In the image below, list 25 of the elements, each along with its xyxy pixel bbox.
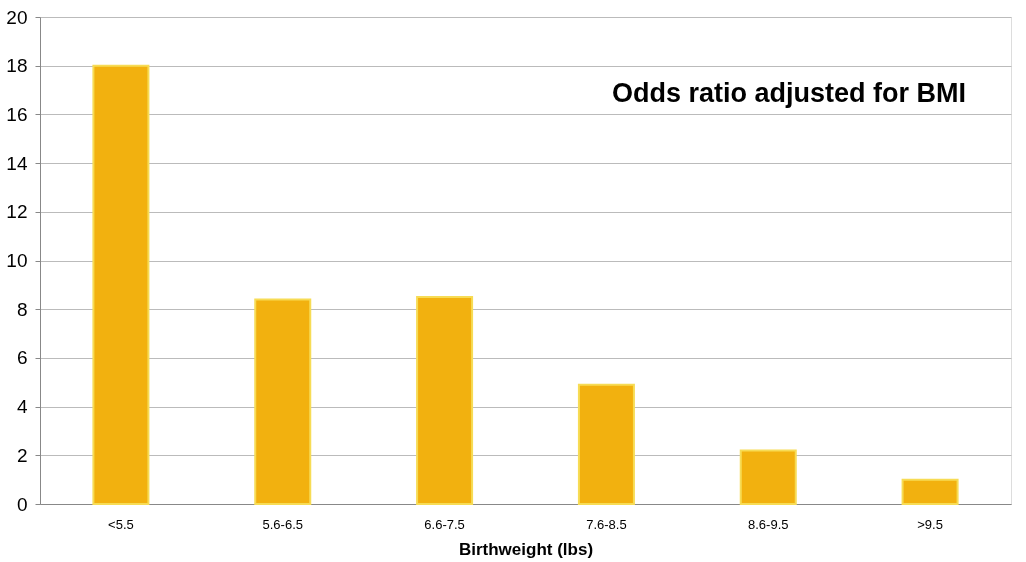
bar (92, 64, 150, 505)
bar (577, 383, 635, 505)
y-tick-label: 12 (6, 201, 28, 223)
x-tick-label: 8.6-9.5 (748, 516, 789, 532)
text: Odds ratio adjusted for BMI (611, 78, 966, 108)
bar (901, 478, 959, 505)
x-tick-label: <5.5 (108, 516, 134, 532)
y-tick-label: 18 (6, 55, 28, 77)
x-tick-label: >9.5 (917, 516, 943, 532)
x-tick-label: 6.6-7.5 (424, 516, 465, 532)
y-tick-label: 2 (16, 444, 28, 466)
bar (739, 449, 797, 505)
x-axis-title: Birthweight (lbs) (458, 539, 594, 559)
y-tick-label: 16 (6, 103, 28, 125)
x-tick-label: 7.6-8.5 (586, 516, 627, 532)
bar (254, 298, 312, 505)
y-tick-label: 4 (16, 396, 28, 418)
y-tick-label: 6 (16, 347, 28, 369)
y-tick-label: 10 (6, 250, 28, 271)
y-tick-label: 0 (16, 493, 28, 515)
y-tick-label: 8 (16, 298, 28, 320)
y-tick-label: 14 (6, 152, 28, 174)
x-tick-label: 5.6-6.5 (262, 516, 303, 532)
y-tick-label: 20 (6, 6, 28, 28)
bar (416, 296, 474, 505)
